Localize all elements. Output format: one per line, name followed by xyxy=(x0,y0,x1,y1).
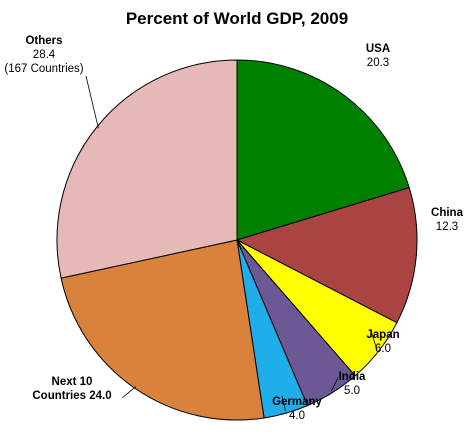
slice-value-germany: 4.0 xyxy=(289,410,305,422)
pie-slice-china xyxy=(235,186,418,324)
leader-line-germany xyxy=(281,395,286,412)
leader-line-india xyxy=(331,377,339,392)
slice-label-others-note: (167 Countries) xyxy=(4,63,83,75)
leader-line-others xyxy=(85,75,99,129)
chart-title: Percent of World GDP, 2009 xyxy=(126,9,348,28)
slice-label-usa: USA xyxy=(366,43,390,55)
slice-value-japan: 6.0 xyxy=(375,343,391,355)
slice-label-next-10-line2: Countries 24.0 xyxy=(32,390,111,402)
slice-label-japan: Japan xyxy=(366,329,399,341)
slice-value-usa: 20.3 xyxy=(367,57,389,69)
pie-slice-others xyxy=(56,59,238,279)
pie-slices xyxy=(56,59,418,421)
slice-value-others: 28.4 xyxy=(33,49,56,61)
slice-label-germany: Germany xyxy=(272,396,322,408)
leader-line-next-10 xyxy=(121,386,137,399)
slice-label-china: China xyxy=(431,207,464,219)
slice-value-china: 12.3 xyxy=(436,221,458,233)
pie-slice-next-10 xyxy=(60,239,265,421)
slice-label-others: Others xyxy=(25,35,62,47)
pie-slice-usa xyxy=(236,59,410,241)
leader-lines xyxy=(85,75,378,412)
slice-value-india: 5.0 xyxy=(344,385,360,397)
slice-label-next-10: Next 10 xyxy=(52,376,93,388)
slice-label-india: India xyxy=(339,371,366,383)
slice-labels: USA 20.3 China 12.3 Japan 6.0 India 5.0 Germany 4… xyxy=(4,35,463,422)
leader-line-japan xyxy=(370,330,378,351)
